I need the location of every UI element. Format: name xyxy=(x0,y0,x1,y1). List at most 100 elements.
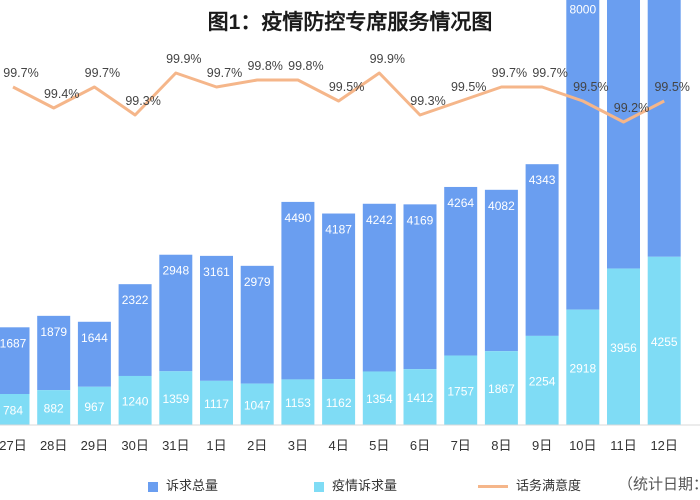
rate-label-15: 99.2% xyxy=(614,101,649,115)
bar-total-13 xyxy=(525,164,559,336)
rate-label-10: 99.3% xyxy=(410,94,445,108)
chart-title: 图1：疫情防控专席服务情况图 xyxy=(207,11,493,34)
x-tick-label-6: 2日 xyxy=(247,438,267,453)
bar-epidemic-label-6: 1047 xyxy=(244,398,271,412)
bar-total-label-3: 2322 xyxy=(122,293,149,307)
x-tick-label-15: 11日 xyxy=(610,438,637,453)
bars-group xyxy=(0,0,681,425)
bar-total-12 xyxy=(484,189,518,352)
x-tick-label-2: 29日 xyxy=(81,438,108,453)
rate-label-1: 99.4% xyxy=(44,87,79,101)
bar-epidemic-label-11: 1757 xyxy=(447,384,474,398)
bar-total-8 xyxy=(322,213,356,380)
x-tick-label-10: 6日 xyxy=(410,438,430,453)
bar-total-label-0: 1687 xyxy=(0,336,27,350)
bar-total-4 xyxy=(159,254,193,372)
rate-label-7: 99.8% xyxy=(288,59,323,73)
bar-epidemic-label-7: 1153 xyxy=(285,396,311,410)
bar-epidemic-label-15: 3956 xyxy=(610,341,637,355)
x-tick-label-16: 12日 xyxy=(650,438,677,453)
stat-date-note: （统计日期： xyxy=(618,476,700,493)
bar-epidemic-label-1: 882 xyxy=(44,402,64,416)
bar-total-label-11: 4264 xyxy=(447,196,474,210)
rate-label-4: 99.9% xyxy=(166,52,201,66)
bar-total-0 xyxy=(0,327,30,395)
bar-epidemic-8 xyxy=(322,379,356,425)
bar-total-label-9: 4242 xyxy=(366,213,393,227)
bar-total-1 xyxy=(37,315,71,391)
bar-total-label-10: 4169 xyxy=(407,213,434,227)
bar-epidemic-12 xyxy=(484,351,518,425)
bar-labels-group: 1687 784 1879 882 1644 967 2322 1240 2948 1359 316… xyxy=(0,2,678,418)
x-tick-label-14: 10日 xyxy=(569,438,596,453)
x-tick-label-12: 8日 xyxy=(491,438,511,453)
bar-total-11 xyxy=(444,186,478,356)
bar-epidemic-14 xyxy=(566,309,600,425)
rate-label-6: 99.8% xyxy=(247,59,282,73)
bar-epidemic-6 xyxy=(240,383,274,425)
rate-line xyxy=(12,71,665,124)
rate-label-5: 99.7% xyxy=(207,66,242,80)
bar-epidemic-5 xyxy=(200,380,233,425)
legend-item-rate: 话务满意度 xyxy=(478,475,581,494)
bar-epidemic-11 xyxy=(444,355,478,425)
legend-item-total: 诉求总量 xyxy=(148,475,218,494)
bar-epidemic-2 xyxy=(77,386,111,425)
rate-label-3: 99.3% xyxy=(125,94,160,108)
bar-total-7 xyxy=(281,201,315,380)
bar-total-16 xyxy=(647,0,681,257)
legend-label-total: 诉求总量 xyxy=(166,478,219,493)
x-tick-label-13: 9日 xyxy=(532,438,552,453)
rate-label-13: 99.7% xyxy=(532,66,567,80)
bar-total-label-7: 4490 xyxy=(285,211,312,225)
bar-total-15 xyxy=(607,0,640,269)
legend-swatch-epidemic xyxy=(314,481,324,492)
rate-label-0: 99.7% xyxy=(3,66,38,80)
chart-plot: 1687 784 1879 882 1644 967 2322 1240 2948 1359 316… xyxy=(0,0,700,453)
legend-item-epidemic: 疫情诉求量 xyxy=(314,475,397,494)
bar-total-10 xyxy=(403,204,437,370)
x-tick-label-4: 31日 xyxy=(162,438,189,453)
bar-epidemic-label-3: 1240 xyxy=(122,394,149,408)
bar-total-2 xyxy=(77,321,111,387)
x-tick-label-3: 30日 xyxy=(121,438,148,453)
bar-epidemic-4 xyxy=(159,371,193,425)
bar-epidemic-label-0: 784 xyxy=(3,404,23,418)
bar-epidemic-10 xyxy=(403,369,437,425)
bar-total-14 xyxy=(566,0,600,310)
bar-epidemic-9 xyxy=(362,371,396,425)
bar-total-label-14: 8000 xyxy=(569,2,596,16)
bar-total-6 xyxy=(240,265,274,384)
bar-total-label-13: 4343 xyxy=(529,173,556,187)
rate-label-12: 99.7% xyxy=(492,66,527,80)
bar-epidemic-label-16: 4255 xyxy=(651,335,678,349)
bar-total-label-8: 4187 xyxy=(325,223,352,237)
bar-total-label-2: 1644 xyxy=(81,331,108,345)
bar-epidemic-16 xyxy=(647,256,681,425)
bar-total-9 xyxy=(362,203,396,372)
x-tick-label-11: 7日 xyxy=(451,438,471,453)
bar-epidemic-label-14: 2918 xyxy=(569,361,596,375)
bar-total-label-12: 4082 xyxy=(488,199,515,213)
legend: 诉求总量 疫情诉求量 话务满意度 （统计日期： xyxy=(0,470,700,496)
x-tick-label-1: 28日 xyxy=(40,438,67,453)
bar-epidemic-label-13: 2254 xyxy=(529,374,556,388)
bar-epidemic-1 xyxy=(37,390,71,425)
x-tick-label-0: 27日 xyxy=(0,438,27,453)
bar-total-label-5: 3161 xyxy=(203,265,230,279)
legend-label-epidemic: 疫情诉求量 xyxy=(332,478,398,493)
bar-epidemic-3 xyxy=(118,375,152,425)
x-tick-label-7: 3日 xyxy=(288,438,308,453)
bar-epidemic-label-2: 967 xyxy=(84,400,104,414)
rate-label-16: 99.5% xyxy=(654,80,689,94)
bar-total-3 xyxy=(118,284,152,376)
x-ticks-group: 27日 28日 29日 30日 31日 1日 2日 3日 4日 5日 6日 7日 8日 9日 10日 11日 1… xyxy=(0,438,678,453)
bar-epidemic-label-4: 1359 xyxy=(162,392,189,406)
bar-epidemic-label-9: 1354 xyxy=(366,392,393,406)
rate-label-14: 99.5% xyxy=(573,80,608,94)
bar-epidemic-label-8: 1162 xyxy=(326,396,352,410)
x-tick-label-8: 4日 xyxy=(328,438,348,453)
x-tick-label-5: 1日 xyxy=(206,438,226,453)
rate-label-11: 99.5% xyxy=(451,80,486,94)
